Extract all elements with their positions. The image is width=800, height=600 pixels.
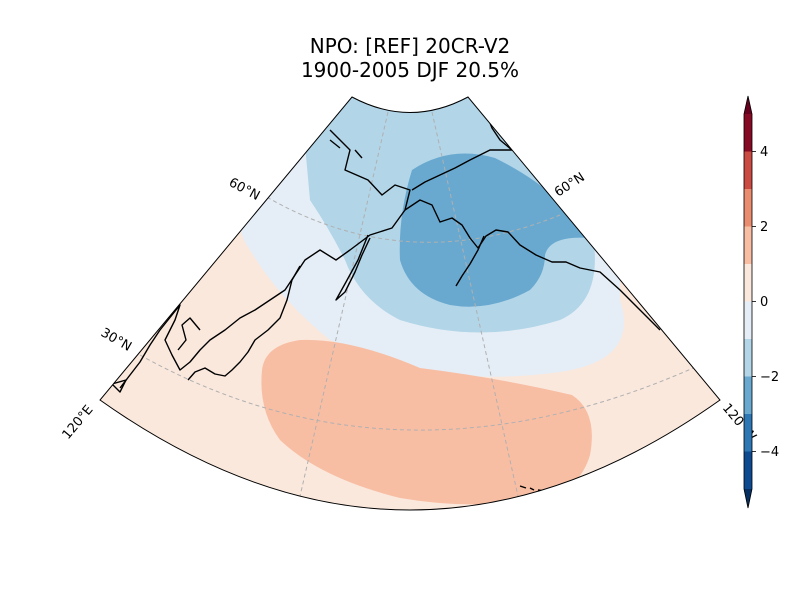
coast-kamchatka [335, 234, 371, 301]
graticule [139, 111, 701, 506]
anomaly-field [100, 97, 720, 510]
map-title: NPO: [REF] 20CR-V2 1900-2005 DJF 20.5% [0, 34, 800, 82]
parallel-30 [139, 354, 701, 431]
map-boundary [99, 96, 721, 511]
field-pos-1-3 [261, 339, 592, 505]
colorbar-tick-label: −2 [760, 370, 779, 385]
parallel-60 [254, 189, 561, 243]
lat-label-60-right: 60°N [552, 170, 588, 200]
coast-islands [111, 139, 545, 492]
colorbar-level-1 [744, 114, 752, 152]
coast-japan [187, 265, 301, 381]
colorbar-tick-label: −4 [760, 445, 779, 460]
colorbar-tick-label: 0 [760, 295, 768, 310]
colorbar-level-5 [744, 264, 752, 302]
lon-label-120e: 120°E [60, 403, 97, 443]
colorbar-level-7 [744, 339, 752, 377]
coast-arctic [411, 109, 513, 191]
colorbar-level-4 [744, 226, 752, 264]
colorbar-level-8 [744, 376, 752, 414]
colorbar-over-arrow [744, 96, 752, 114]
lat-label-60-left: 60°N [226, 175, 262, 204]
coast-alaska [404, 199, 661, 331]
colorbar-under-arrow [744, 489, 752, 508]
colorbar-level-3 [744, 189, 752, 227]
coast-aleutians [455, 235, 485, 287]
colorbar-level-10 [744, 451, 752, 489]
title-line-1: NPO: [REF] 20CR-V2 [309, 34, 511, 58]
coastlines [111, 109, 661, 492]
coast-east-asia [119, 129, 411, 389]
colorbar-tick-label: 2 [760, 220, 768, 235]
colorbar-level-6 [744, 301, 752, 339]
title-line-2: 1900-2005 DJF 20.5% [300, 58, 520, 82]
colorbar: 4 2 0 −2 −4 [743, 95, 779, 509]
lon-label-120w: 120°W [719, 401, 759, 445]
lat-label-30-left: 30°N [98, 325, 134, 354]
colorbar-tick-label: 4 [760, 145, 768, 160]
colorbar-level-9 [744, 414, 752, 452]
colorbar-level-2 [744, 151, 752, 189]
coast-korea [177, 317, 201, 351]
colorbar-outline [743, 95, 753, 509]
